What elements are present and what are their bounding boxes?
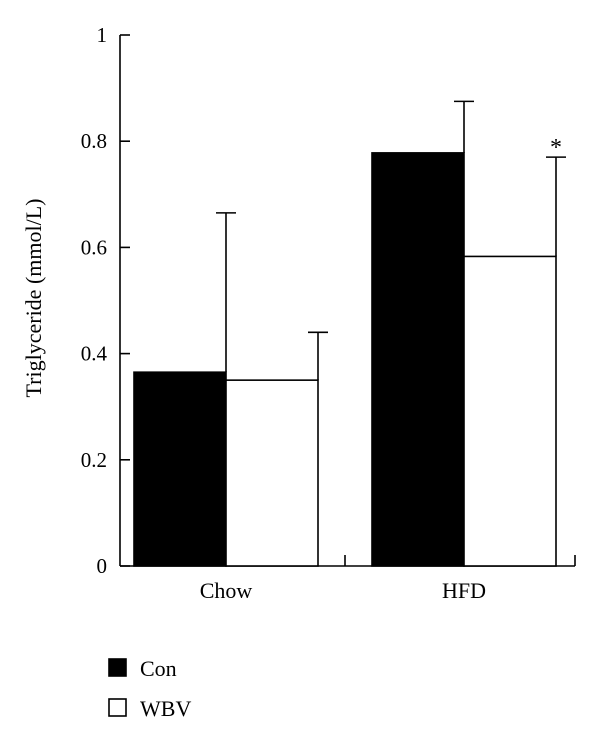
- x-category-label: HFD: [442, 578, 486, 603]
- x-category-label: Chow: [200, 578, 253, 603]
- significance-label: *: [550, 135, 562, 161]
- y-tick-label: 0: [97, 554, 108, 578]
- bar-wbv-hfd: [463, 255, 557, 567]
- bars: [133, 152, 557, 567]
- legend: Con WBV: [108, 656, 191, 721]
- y-tick-label: 0.2: [81, 448, 107, 472]
- legend-label-wbv: WBV: [140, 696, 191, 721]
- legend-swatch-wbv: [108, 698, 127, 717]
- y-tick-label: 0.6: [81, 235, 107, 259]
- y-tick-label: 0.8: [81, 129, 107, 153]
- legend-label-con: Con: [140, 656, 177, 681]
- bar-con-chow: [133, 371, 227, 567]
- y-axis-title: Triglyceride (mmol/L): [21, 199, 46, 398]
- bar-con-hfd: [371, 152, 465, 567]
- labels: Chow * HFD: [200, 135, 562, 603]
- error-bars: [216, 100, 566, 381]
- bar-wbv-chow: [225, 379, 319, 567]
- y-tick-label: 1: [97, 23, 108, 47]
- y-tick-label: 0.4: [81, 342, 108, 366]
- legend-swatch-con: [108, 658, 127, 677]
